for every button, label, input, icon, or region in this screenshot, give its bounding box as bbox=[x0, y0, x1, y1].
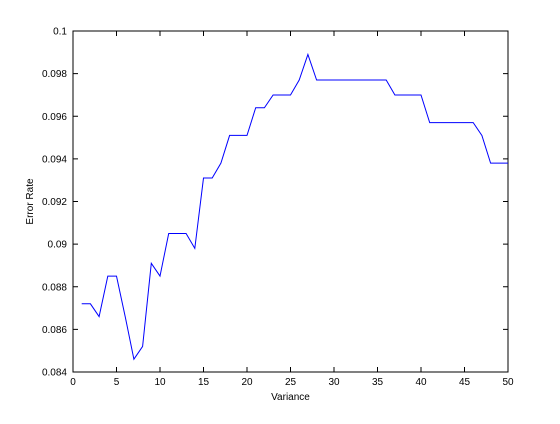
x-axis-ticks: 0 5 10 15 20 25 30 35 40 45 50 bbox=[70, 31, 514, 388]
y-tick-label: 0.084 bbox=[42, 368, 67, 379]
x-tick-label: 20 bbox=[241, 377, 253, 388]
x-tick-label: 10 bbox=[154, 377, 166, 388]
x-tick-label: 45 bbox=[459, 377, 471, 388]
y-tick-label: 0.09 bbox=[48, 240, 68, 251]
plot-area bbox=[72, 30, 509, 373]
x-axis-label: Variance bbox=[271, 392, 310, 403]
x-tick-label: 50 bbox=[502, 377, 514, 388]
series-line bbox=[81, 52, 508, 361]
x-tick-label: 40 bbox=[415, 377, 427, 388]
x-tick-label: 35 bbox=[372, 377, 384, 388]
x-tick-label: 30 bbox=[328, 377, 340, 388]
y-tick-label: 0.094 bbox=[42, 154, 67, 165]
x-tick-label: 5 bbox=[114, 377, 120, 388]
y-tick-label: 0.096 bbox=[42, 112, 67, 123]
y-axis-ticks: 0.084 0.086 0.088 0.09 0.092 0.094 0.096 0.098 0… bbox=[42, 27, 508, 379]
y-axis-label: Error Rate bbox=[25, 178, 36, 225]
x-tick-label: 25 bbox=[285, 377, 297, 388]
y-tick-label: 0.092 bbox=[42, 197, 67, 208]
y-tick-label: 0.098 bbox=[42, 69, 67, 80]
x-tick-label: 0 bbox=[70, 377, 76, 388]
y-tick-label: 0.088 bbox=[42, 282, 67, 293]
y-tick-label: 0.1 bbox=[53, 27, 67, 38]
y-tick-label: 0.086 bbox=[42, 325, 67, 336]
x-tick-label: 15 bbox=[198, 377, 210, 388]
